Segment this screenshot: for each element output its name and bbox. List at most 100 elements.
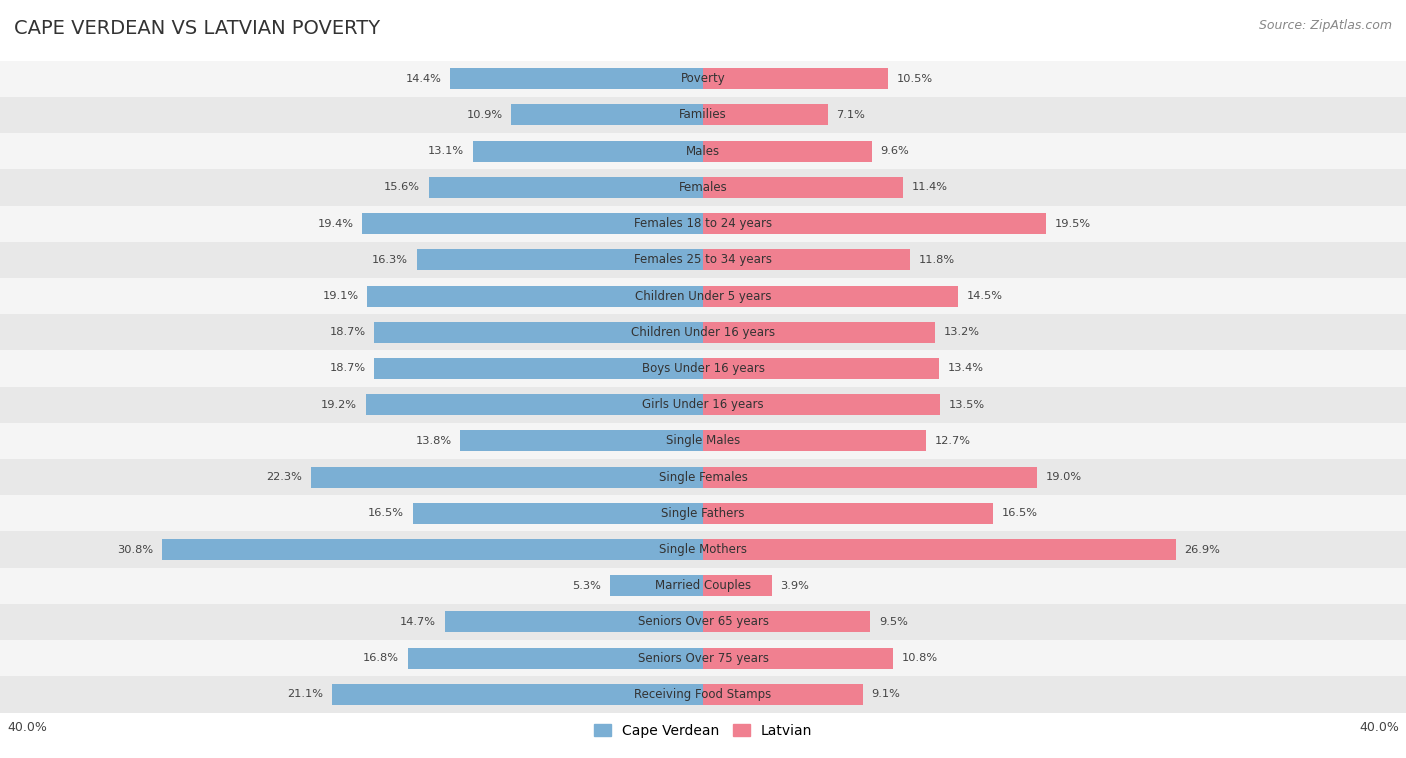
Text: 14.5%: 14.5% [967,291,1002,301]
Text: 9.5%: 9.5% [879,617,908,627]
Bar [0,640,1406,676]
Text: 15.6%: 15.6% [384,183,420,193]
Text: 3.9%: 3.9% [780,581,810,590]
Text: Seniors Over 65 years: Seniors Over 65 years [637,615,769,628]
Text: Girls Under 16 years: Girls Under 16 years [643,398,763,411]
Bar [703,575,772,597]
Text: 40.0%: 40.0% [7,721,46,735]
Text: Males: Males [686,145,720,158]
Bar [703,68,887,89]
Bar [703,539,1175,560]
Text: 19.2%: 19.2% [321,399,357,409]
Text: 10.9%: 10.9% [467,110,503,120]
Text: 16.5%: 16.5% [1001,509,1038,518]
Bar [610,575,703,597]
Text: 11.4%: 11.4% [912,183,948,193]
Text: Seniors Over 75 years: Seniors Over 75 years [637,652,769,665]
Text: 12.7%: 12.7% [935,436,972,446]
Bar [366,394,703,415]
Bar [0,495,1406,531]
Bar [0,387,1406,423]
Bar [703,431,927,452]
Bar [363,213,703,234]
Bar [703,503,993,524]
Text: Single Mothers: Single Mothers [659,543,747,556]
Text: Single Fathers: Single Fathers [661,507,745,520]
Text: 11.8%: 11.8% [920,255,955,265]
Bar [703,467,1038,487]
Text: Boys Under 16 years: Boys Under 16 years [641,362,765,375]
Text: 26.9%: 26.9% [1184,544,1220,555]
Text: Source: ZipAtlas.com: Source: ZipAtlas.com [1258,19,1392,32]
Bar [0,604,1406,640]
Text: 16.8%: 16.8% [363,653,399,663]
Text: 19.4%: 19.4% [318,218,353,229]
Bar [0,459,1406,495]
Bar [450,68,703,89]
Bar [374,321,703,343]
Text: 14.4%: 14.4% [405,74,441,83]
Text: 9.1%: 9.1% [872,690,901,700]
Text: 19.5%: 19.5% [1054,218,1091,229]
Text: 18.7%: 18.7% [329,327,366,337]
Bar [703,105,828,126]
Bar [0,350,1406,387]
Text: Children Under 5 years: Children Under 5 years [634,290,772,302]
Bar [0,531,1406,568]
Bar [703,141,872,161]
Text: 9.6%: 9.6% [880,146,910,156]
Bar [311,467,703,487]
Bar [416,249,703,271]
Bar [512,105,703,126]
Bar [367,286,703,306]
Bar [374,358,703,379]
Text: 13.2%: 13.2% [943,327,980,337]
Text: Receiving Food Stamps: Receiving Food Stamps [634,688,772,701]
Text: Females 18 to 24 years: Females 18 to 24 years [634,217,772,230]
Bar [0,205,1406,242]
Text: 14.7%: 14.7% [399,617,436,627]
Bar [0,314,1406,350]
Text: 5.3%: 5.3% [572,581,602,590]
Text: 22.3%: 22.3% [266,472,302,482]
Bar [0,278,1406,314]
Text: 13.5%: 13.5% [949,399,986,409]
Text: 19.1%: 19.1% [322,291,359,301]
Bar [703,612,870,632]
Bar [413,503,703,524]
Legend: Cape Verdean, Latvian: Cape Verdean, Latvian [588,719,818,744]
Text: 21.1%: 21.1% [287,690,323,700]
Bar [444,612,703,632]
Text: 16.5%: 16.5% [368,509,405,518]
Bar [162,539,703,560]
Bar [703,286,957,306]
Bar [703,647,893,669]
Text: 10.5%: 10.5% [897,74,932,83]
Text: Children Under 16 years: Children Under 16 years [631,326,775,339]
Text: 40.0%: 40.0% [1360,721,1399,735]
Text: Married Couples: Married Couples [655,579,751,592]
Bar [461,431,703,452]
Text: 19.0%: 19.0% [1046,472,1081,482]
Bar [703,394,941,415]
Bar [703,684,863,705]
Text: 13.4%: 13.4% [948,364,983,374]
Text: Females 25 to 34 years: Females 25 to 34 years [634,253,772,266]
Bar [408,647,703,669]
Text: 7.1%: 7.1% [837,110,866,120]
Bar [0,61,1406,97]
Bar [703,249,911,271]
Bar [0,568,1406,604]
Text: 30.8%: 30.8% [117,544,153,555]
Text: Females: Females [679,181,727,194]
Bar [703,177,904,198]
Bar [0,676,1406,713]
Text: 13.1%: 13.1% [427,146,464,156]
Bar [0,97,1406,133]
Text: CAPE VERDEAN VS LATVIAN POVERTY: CAPE VERDEAN VS LATVIAN POVERTY [14,19,380,38]
Text: 16.3%: 16.3% [371,255,408,265]
Bar [332,684,703,705]
Text: Single Males: Single Males [666,434,740,447]
Text: 10.8%: 10.8% [901,653,938,663]
Bar [472,141,703,161]
